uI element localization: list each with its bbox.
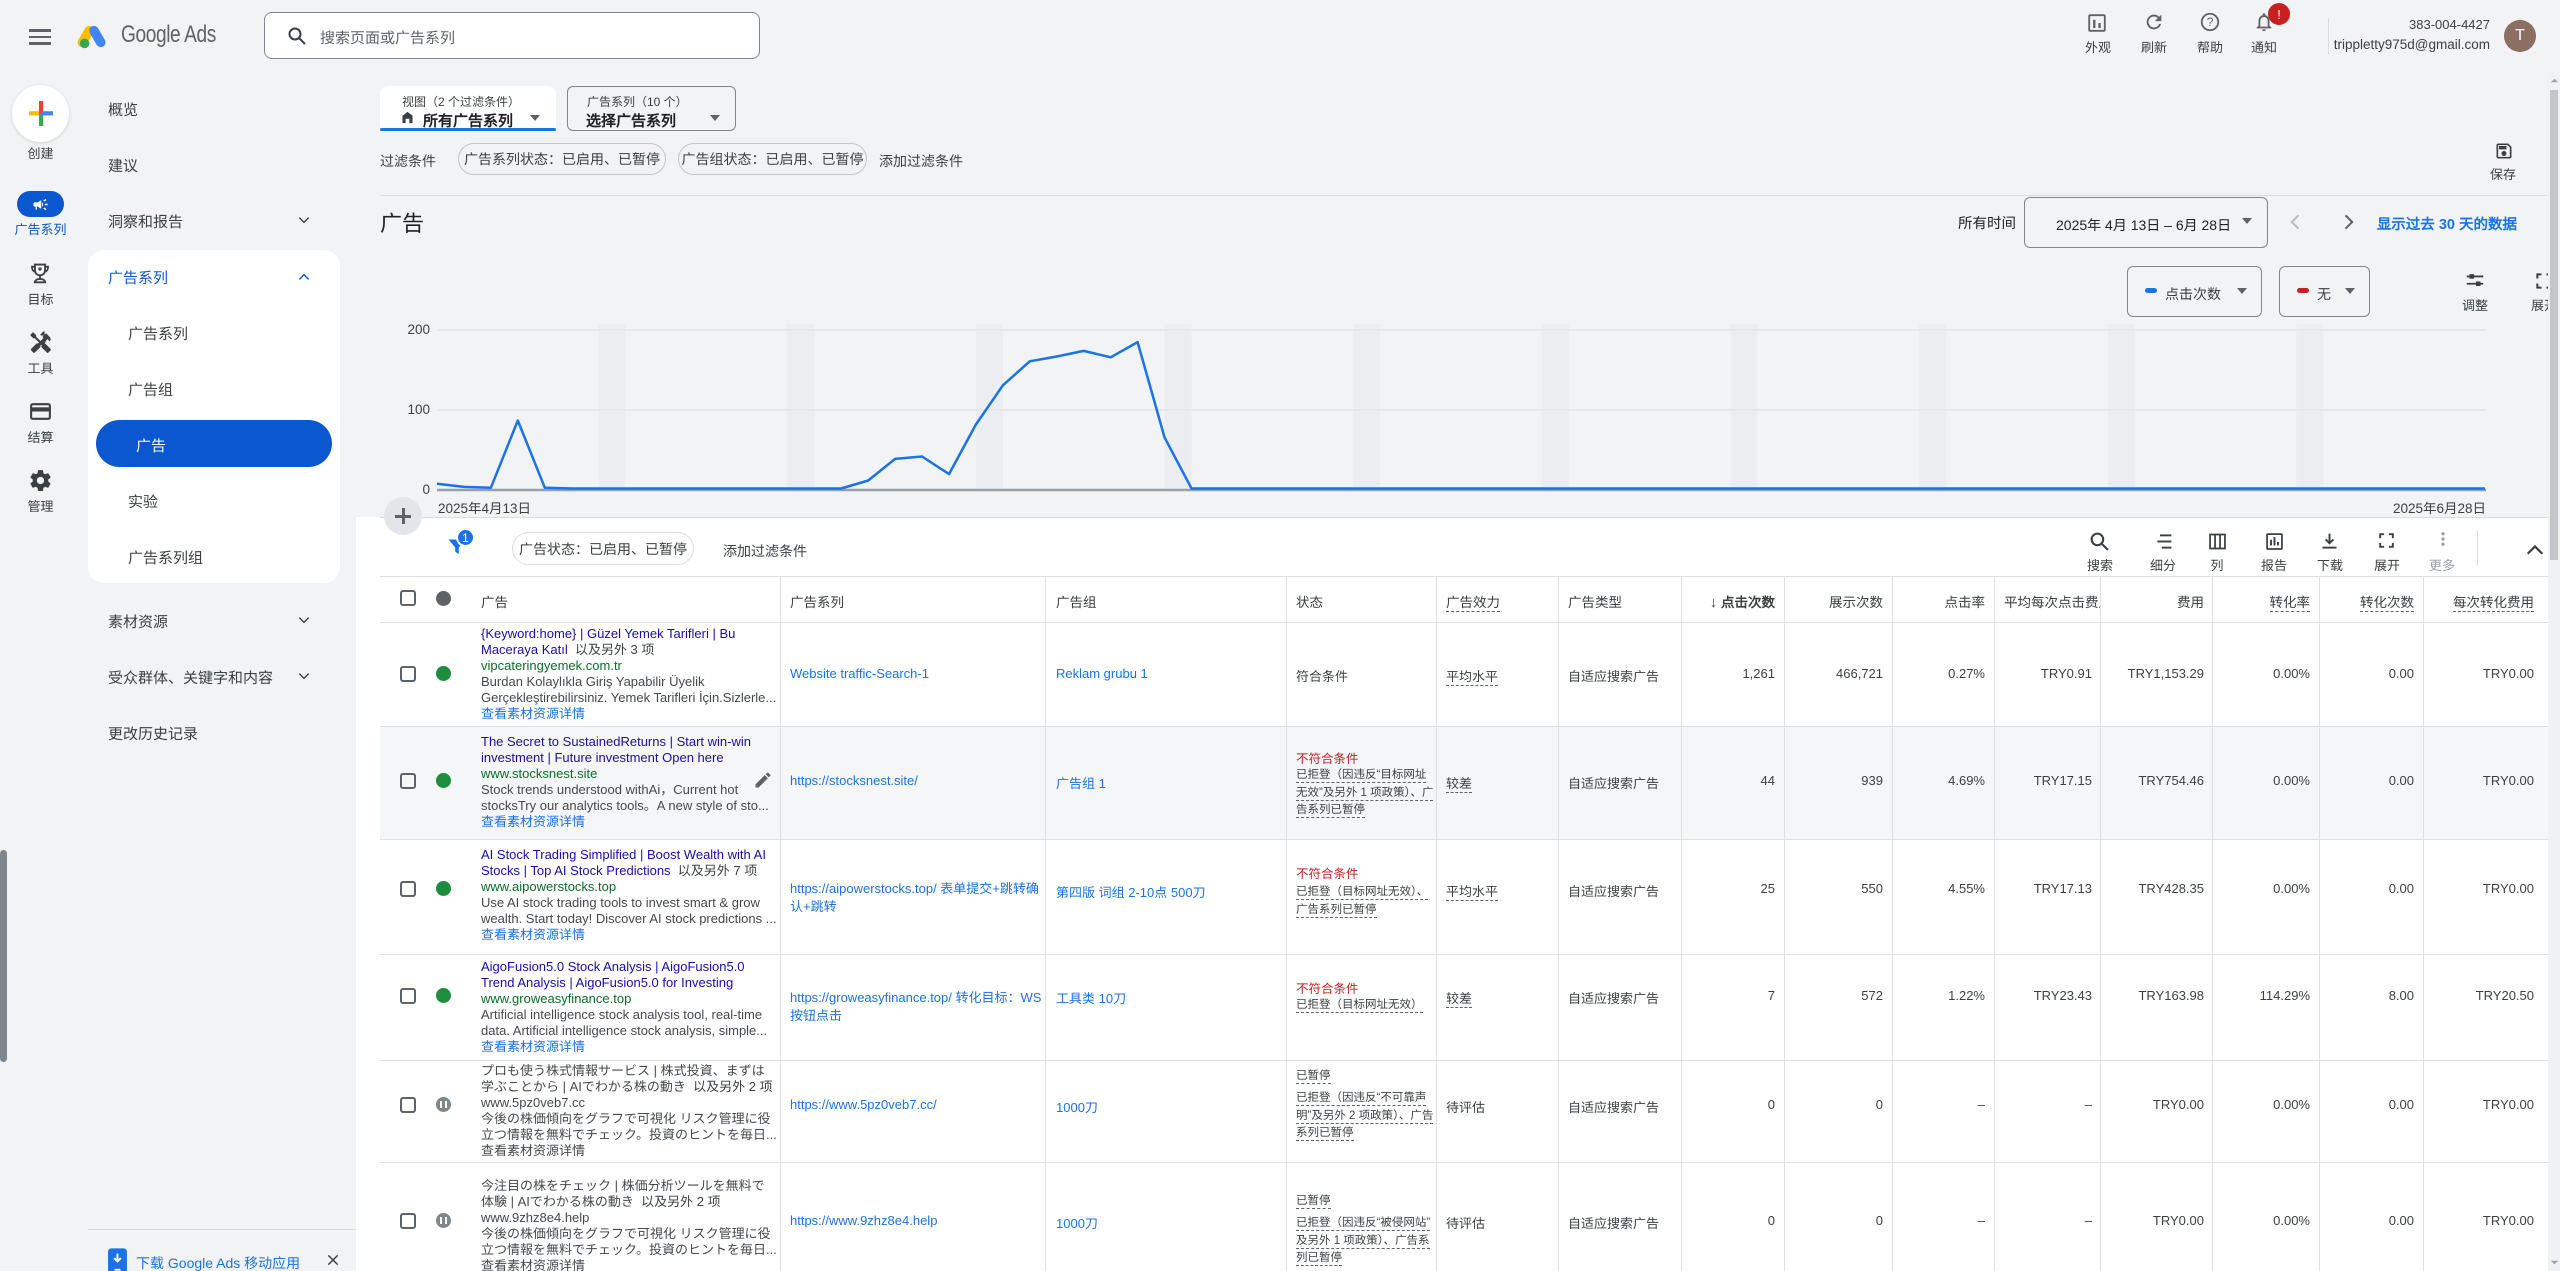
svg-text:?: ?: [2207, 15, 2214, 29]
